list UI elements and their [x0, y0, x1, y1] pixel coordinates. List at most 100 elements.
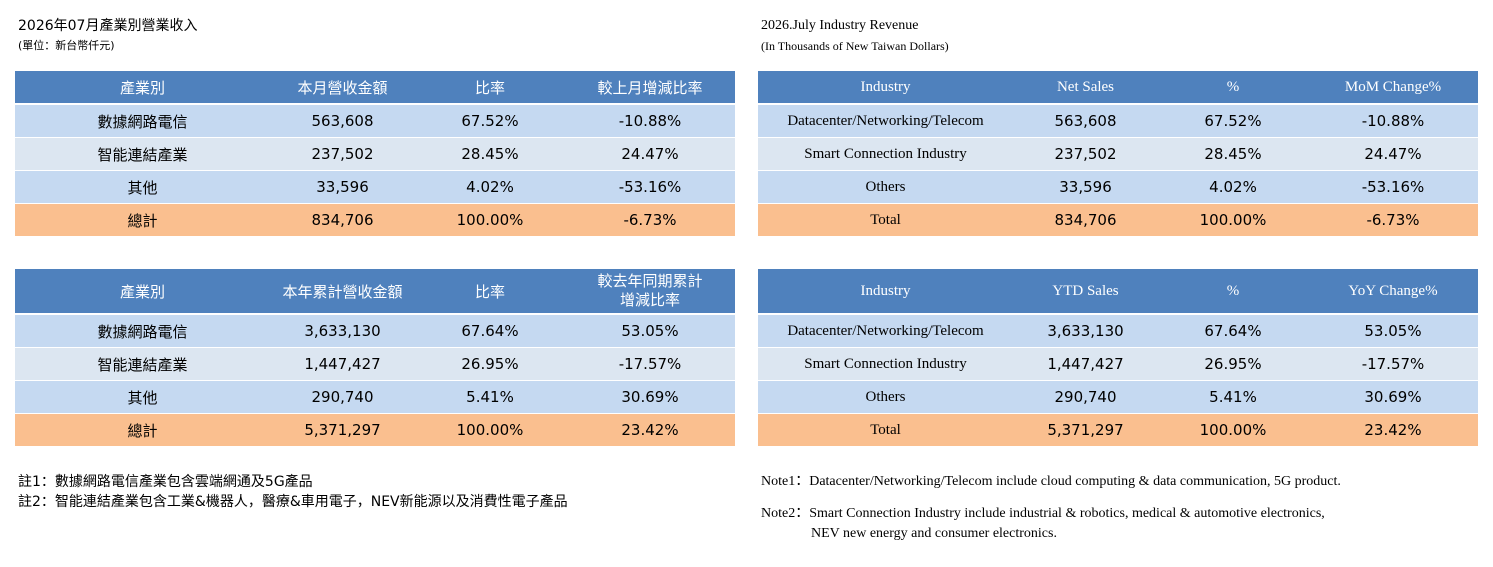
row-sales: 563,608: [270, 105, 415, 138]
zh-note-2: 註2：智能連結產業包含工業&機器人，醫療&車用電子，NEV新能源以及消費性電子產…: [18, 494, 568, 510]
table-row: 其他 33,596 4.02% -53.16%: [15, 171, 735, 204]
row-change: -53.16%: [565, 171, 735, 204]
row-change: 53.05%: [565, 315, 735, 348]
row-change: 53.05%: [1308, 315, 1478, 348]
table-row-total: Total 5,371,297 100.00% 23.42%: [758, 414, 1478, 447]
row-sales: 33,596: [270, 171, 415, 204]
table-row: Others 33,596 4.02% -53.16%: [758, 171, 1478, 204]
row-label: Others: [758, 171, 1013, 204]
row-sales: 237,502: [270, 138, 415, 171]
row-change: 24.47%: [565, 138, 735, 171]
en-monthly-header-ratio: %: [1158, 71, 1308, 105]
row-change: -17.57%: [565, 348, 735, 381]
row-change: 23.42%: [565, 414, 735, 447]
en-ytd-header-sales: YTD Sales: [1013, 269, 1158, 315]
row-change: -53.16%: [1308, 171, 1478, 204]
zh-ytd-header-change: 較去年同期累計 增減比率: [565, 269, 735, 315]
row-sales: 3,633,130: [1013, 315, 1158, 348]
zh-monthly-header-change: 較上月增減比率: [565, 71, 735, 105]
row-change: -6.73%: [565, 204, 735, 237]
row-change: -10.88%: [1308, 105, 1478, 138]
row-ratio: 100.00%: [415, 414, 565, 447]
row-sales: 237,502: [1013, 138, 1158, 171]
zh-monthly-header-sales: 本月營收金額: [270, 71, 415, 105]
row-label: 其他: [15, 171, 270, 204]
row-label: 總計: [15, 204, 270, 237]
row-sales: 290,740: [270, 381, 415, 414]
zh-ytd-header-industry: 產業別: [15, 269, 270, 315]
row-sales: 834,706: [270, 204, 415, 237]
row-label: 智能連結產業: [15, 138, 270, 171]
en-title: 2026.July Industry Revenue: [761, 18, 919, 33]
row-ratio: 100.00%: [1158, 414, 1308, 447]
table-row: Datacenter/Networking/Telecom 3,633,130 …: [758, 315, 1478, 348]
zh-ytd-table: 產業別 本年累計營收金額 比率 較去年同期累計 增減比率 數據網路電信 3,633…: [15, 269, 735, 447]
row-ratio: 26.95%: [1158, 348, 1308, 381]
row-change: 30.69%: [565, 381, 735, 414]
zh-title: 2026年07月產業別營業收入: [18, 18, 198, 34]
row-label: Total: [758, 414, 1013, 447]
table-row: 智能連結產業 237,502 28.45% 24.47%: [15, 138, 735, 171]
row-label: Total: [758, 204, 1013, 237]
table-row: 其他 290,740 5.41% 30.69%: [15, 381, 735, 414]
row-change: 24.47%: [1308, 138, 1478, 171]
table-row: 數據網路電信 563,608 67.52% -10.88%: [15, 105, 735, 138]
row-change: -6.73%: [1308, 204, 1478, 237]
zh-ytd-header-ratio: 比率: [415, 269, 565, 315]
row-label: Smart Connection Industry: [758, 348, 1013, 381]
row-label: 總計: [15, 414, 270, 447]
en-monthly-table: Industry Net Sales % MoM Change% Datacen…: [758, 71, 1478, 237]
zh-monthly-table: 產業別 本月營收金額 比率 較上月增減比率 數據網路電信 563,608 67.…: [15, 71, 735, 237]
row-label: Datacenter/Networking/Telecom: [758, 315, 1013, 348]
row-label: Datacenter/Networking/Telecom: [758, 105, 1013, 138]
row-ratio: 100.00%: [1158, 204, 1308, 237]
en-monthly-header-sales: Net Sales: [1013, 71, 1158, 105]
en-monthly-header-industry: Industry: [758, 71, 1013, 105]
en-ytd-header-change: YoY Change%: [1308, 269, 1478, 315]
row-sales: 563,608: [1013, 105, 1158, 138]
table-row: 智能連結產業 1,447,427 26.95% -17.57%: [15, 348, 735, 381]
row-sales: 5,371,297: [1013, 414, 1158, 447]
row-sales: 1,447,427: [270, 348, 415, 381]
row-ratio: 67.64%: [415, 315, 565, 348]
row-label: 數據網路電信: [15, 315, 270, 348]
table-row: Smart Connection Industry 237,502 28.45%…: [758, 138, 1478, 171]
en-note-2: Note2：Smart Connection Industry include …: [761, 506, 1325, 521]
row-sales: 834,706: [1013, 204, 1158, 237]
row-label: 智能連結產業: [15, 348, 270, 381]
row-ratio: 67.64%: [1158, 315, 1308, 348]
table-row: 數據網路電信 3,633,130 67.64% 53.05%: [15, 315, 735, 348]
table-row: Smart Connection Industry 1,447,427 26.9…: [758, 348, 1478, 381]
en-note-1: Note1：Datacenter/Networking/Telecom incl…: [761, 474, 1341, 489]
row-ratio: 28.45%: [1158, 138, 1308, 171]
zh-monthly-header-industry: 產業別: [15, 71, 270, 105]
zh-monthly-header-ratio: 比率: [415, 71, 565, 105]
row-sales: 5,371,297: [270, 414, 415, 447]
row-ratio: 100.00%: [415, 204, 565, 237]
row-change: -10.88%: [565, 105, 735, 138]
row-change: 30.69%: [1308, 381, 1478, 414]
en-notes: Note1：Datacenter/Networking/Telecom incl…: [761, 472, 1341, 544]
table-row: Datacenter/Networking/Telecom 563,608 67…: [758, 105, 1478, 138]
row-ratio: 4.02%: [415, 171, 565, 204]
en-subtitle: (In Thousands of New Taiwan Dollars): [761, 39, 949, 53]
row-ratio: 67.52%: [1158, 105, 1308, 138]
row-ratio: 26.95%: [415, 348, 565, 381]
row-label: 其他: [15, 381, 270, 414]
en-ytd-table: Industry YTD Sales % YoY Change% Datacen…: [758, 269, 1478, 447]
zh-ytd-header-sales: 本年累計營收金額: [270, 269, 415, 315]
row-ratio: 4.02%: [1158, 171, 1308, 204]
zh-note-1: 註1：數據網路電信產業包含雲端網通及5G產品: [18, 474, 313, 490]
row-sales: 1,447,427: [1013, 348, 1158, 381]
row-sales: 33,596: [1013, 171, 1158, 204]
row-ratio: 5.41%: [415, 381, 565, 414]
row-change: -17.57%: [1308, 348, 1478, 381]
row-sales: 3,633,130: [270, 315, 415, 348]
zh-subtitle: (單位：新台幣仟元): [18, 39, 115, 52]
en-panel: 2026.July Industry Revenue (In Thousands…: [758, 0, 1478, 567]
row-label: 數據網路電信: [15, 105, 270, 138]
en-ytd-header-ratio: %: [1158, 269, 1308, 315]
table-row-total: 總計 834,706 100.00% -6.73%: [15, 204, 735, 237]
zh-notes: 註1：數據網路電信產業包含雲端網通及5G產品 註2：智能連結產業包含工業&機器人…: [18, 472, 568, 512]
row-ratio: 5.41%: [1158, 381, 1308, 414]
